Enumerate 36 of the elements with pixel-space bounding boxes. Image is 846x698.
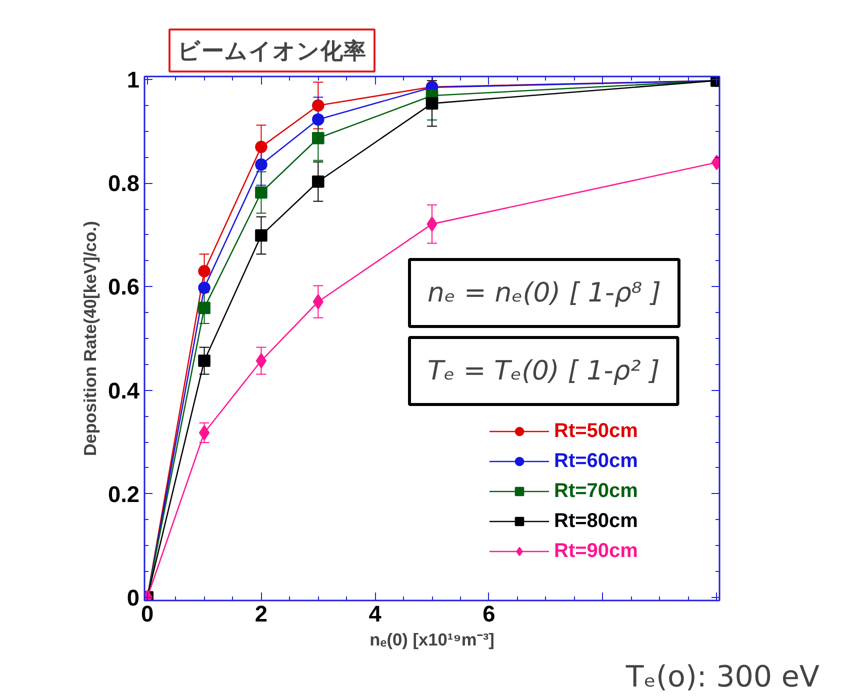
x-tick-label: 4 [368,600,382,626]
point [198,354,210,367]
point [198,282,210,294]
legend-label: Rt=80cm [554,508,638,534]
legend-label: Rt=50cm [554,418,638,444]
annotation: Tₑ = Tₑ(0) [ 1-ρ² ] [428,356,660,386]
point [198,302,210,314]
x-axis-title: nₑ(0) [x10¹⁹m⁻³] [370,630,494,650]
point [256,353,267,368]
x-tick-label: 2 [254,600,268,626]
point [255,229,268,242]
point [255,158,268,171]
y-tick-label: 0.2 [108,480,140,507]
point [312,113,324,126]
y-tick-label: 0 [126,584,140,610]
point [312,99,324,112]
y-tick-label: 1 [126,66,140,93]
chart-title: ビームイオン化率 [178,38,366,64]
y-axis-title: Deposition Rate(40[keV]/co.) [80,221,100,456]
legend-label: Rt=60cm [554,448,638,474]
point [255,140,268,154]
text: Tₑ(o): 300 eV [624,660,820,694]
point [312,132,324,144]
x-tick-label: 6 [482,600,496,626]
y-tick-label: 0.4 [108,377,140,404]
legend-label: Rt=90cm [554,538,638,564]
point [312,294,324,310]
legend-label: Rt=70cm [554,478,638,504]
annotation: nₑ = nₑ(0) [ 1-ρ⁸ ] [428,278,661,308]
y-tick-label: 0.8 [108,170,140,196]
point [426,97,438,110]
point [198,265,210,278]
y-tick-label: 0.6 [108,274,140,300]
point [198,425,210,440]
point [312,175,324,188]
point [255,186,268,199]
